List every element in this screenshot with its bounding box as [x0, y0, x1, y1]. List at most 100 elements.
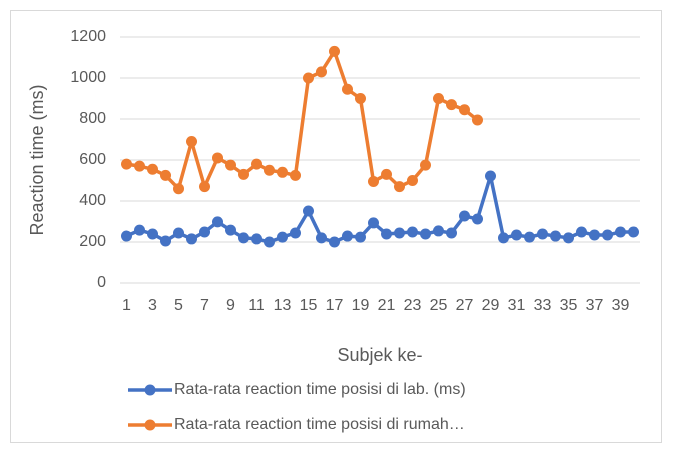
data-point [511, 229, 522, 241]
y-tick-label: 1200 [70, 28, 106, 45]
data-point [537, 228, 548, 240]
data-point [134, 160, 145, 172]
data-point [381, 168, 392, 180]
data-point [563, 232, 574, 244]
data-point [316, 232, 327, 244]
data-point [459, 210, 470, 222]
x-tick-label: 9 [226, 297, 235, 314]
data-point [251, 158, 262, 170]
data-point [407, 175, 418, 186]
data-point [342, 83, 353, 95]
data-point [615, 226, 626, 238]
data-point [459, 104, 470, 116]
data-point [524, 231, 535, 243]
series-line [125, 174, 634, 244]
data-point [420, 159, 431, 171]
data-point [446, 99, 457, 111]
x-tick-label: 5 [174, 297, 183, 314]
data-point [602, 229, 613, 241]
data-point [420, 228, 431, 240]
x-tick-label: 3 [148, 297, 157, 314]
data-point [121, 230, 132, 242]
data-point [225, 224, 236, 236]
data-point [290, 227, 301, 239]
x-tick-label: 17 [326, 297, 344, 314]
data-point [472, 114, 483, 126]
data-point [498, 232, 509, 244]
data-point [212, 216, 223, 228]
data-point [238, 232, 249, 244]
data-point [342, 230, 353, 242]
x-tick-label: 23 [404, 297, 422, 314]
data-point [277, 231, 288, 243]
data-point [186, 233, 197, 245]
data-point [316, 66, 327, 78]
x-tick-label: 27 [456, 297, 474, 314]
data-point [199, 226, 210, 238]
y-tick-label: 600 [79, 151, 106, 168]
data-point [446, 227, 457, 239]
data-point [628, 226, 639, 238]
data-point [121, 158, 132, 170]
x-tick-label: 19 [352, 297, 370, 314]
data-point [147, 228, 158, 240]
data-point [303, 205, 314, 217]
data-point [147, 163, 158, 175]
legend-label: Rata-rata reaction time posisi di lab. (… [174, 381, 466, 398]
data-point [394, 181, 405, 193]
data-point [199, 181, 210, 193]
data-point [433, 225, 444, 237]
data-point [173, 183, 184, 195]
data-point [381, 228, 392, 240]
data-point [264, 236, 275, 248]
y-tick-label: 1000 [70, 69, 106, 86]
legend-marker [144, 384, 156, 396]
x-tick-label: 1 [122, 297, 131, 314]
data-point [368, 217, 379, 229]
x-tick-label: 11 [248, 297, 265, 314]
x-tick-label: 21 [378, 297, 396, 314]
data-point [394, 227, 405, 239]
data-point [238, 168, 249, 180]
legend-label: Rata-rata reaction time posisi di rumah… [174, 416, 465, 433]
data-point [576, 226, 587, 238]
x-tick-label: 7 [200, 297, 209, 314]
x-axis-title: Subjek ke- [337, 345, 422, 365]
data-point [368, 176, 379, 188]
data-point [225, 159, 236, 171]
data-point [485, 170, 496, 182]
data-point [433, 93, 444, 104]
x-tick-label: 25 [430, 297, 448, 314]
data-point [277, 166, 288, 178]
y-tick-label: 0 [97, 274, 106, 291]
data-point [251, 233, 262, 245]
series-line [126, 49, 479, 191]
data-point [134, 224, 145, 236]
y-axis-title: Reaction time (ms) [27, 84, 47, 235]
x-tick-label: 29 [482, 297, 500, 314]
data-point [160, 169, 171, 181]
x-tick-label: 33 [534, 297, 552, 314]
data-point [303, 72, 314, 84]
x-tick-label: 39 [612, 297, 630, 314]
data-point [160, 235, 171, 247]
y-tick-label: 400 [79, 192, 106, 209]
x-tick-label: 13 [274, 297, 292, 314]
x-tick-label: 31 [508, 297, 526, 314]
data-point [407, 226, 418, 238]
data-point [173, 227, 184, 239]
data-point [290, 169, 301, 181]
y-tick-label: 800 [79, 110, 106, 127]
data-point [355, 93, 366, 104]
data-point [355, 231, 366, 243]
x-tick-label: 15 [300, 297, 318, 314]
x-tick-label: 37 [586, 297, 604, 314]
data-point [329, 45, 340, 57]
data-point [264, 164, 275, 176]
data-point [550, 230, 561, 242]
y-tick-label: 200 [79, 233, 106, 250]
data-point [329, 236, 340, 248]
data-point [589, 229, 600, 241]
data-point [186, 136, 197, 148]
